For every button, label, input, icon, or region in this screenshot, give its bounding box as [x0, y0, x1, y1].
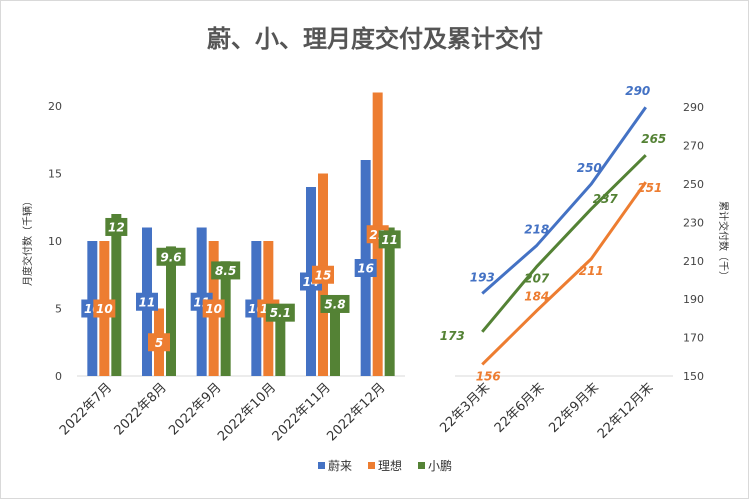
- line-data-label: 184: [524, 290, 549, 304]
- bar-y-tick-label: 5: [55, 303, 62, 316]
- bar-data-label-box: [202, 299, 225, 318]
- line-data-label: 211: [579, 264, 604, 278]
- bar-data-label: 10: [96, 302, 113, 316]
- bar: [166, 246, 176, 376]
- bar-y-tick-label: 15: [48, 168, 62, 181]
- line-data-label: 237: [593, 192, 619, 206]
- line-series: [481, 106, 647, 295]
- line-data-label: 265: [641, 132, 666, 146]
- bar-data-label-box: [320, 294, 350, 313]
- bar-data-label: 5.8: [324, 297, 345, 311]
- legend-label: 蔚来: [328, 459, 352, 473]
- line-y-axis: 150 170 190 210 230 250 270 290: [455, 101, 704, 383]
- line-y-tick-label: 270: [683, 140, 704, 153]
- bar-data-label-box: [312, 265, 334, 284]
- bar-data-label-box: [105, 217, 128, 236]
- line-y-tick-label: 210: [683, 255, 704, 268]
- line-data-label: 218: [524, 222, 549, 236]
- bar-data-label-box: [156, 247, 186, 266]
- line-y-axis-title: 累计交付数（千）: [717, 201, 730, 281]
- bar: [275, 307, 286, 376]
- bar-data-label: 15: [315, 268, 332, 282]
- bar-data-label: 16: [357, 262, 374, 276]
- bar: [111, 214, 122, 376]
- bar-data-label-box: [265, 303, 295, 322]
- line-y-tick-label: 230: [683, 216, 704, 229]
- bar-data-label-box: [136, 292, 158, 311]
- bar-y-tick-label: 20: [48, 100, 62, 113]
- line-y-tick-label: 170: [683, 332, 704, 345]
- bar-data-label-box: [148, 333, 170, 352]
- line-marks: 193 218 250 290 156 184 211 251 173 207 237 265: [440, 84, 667, 383]
- bar-data-label: 10: [205, 302, 222, 316]
- bar-data-label: 12: [108, 220, 125, 234]
- bar-data-label-box: [211, 261, 241, 280]
- line-data-label: 173: [440, 329, 465, 343]
- bar-y-axis: 0 5 10 15 20: [48, 100, 405, 383]
- bar-data-label: 11: [381, 233, 398, 247]
- line-series: [481, 154, 647, 333]
- legend-swatch: [368, 462, 375, 469]
- bar-y-tick-label: 0: [55, 370, 62, 383]
- line-data-label: 290: [625, 84, 650, 98]
- chart-title: 蔚、小、理月度交付及累计交付: [207, 25, 543, 53]
- bar-data-label: 9.6: [160, 250, 181, 264]
- legend-label: 理想: [378, 458, 402, 473]
- line-y-tick-label: 150: [683, 370, 704, 383]
- bar-data-label: 8.5: [215, 264, 236, 278]
- legend-swatch: [318, 462, 325, 469]
- line-data-label: 193: [470, 270, 495, 284]
- bar-data-label: 5: [155, 336, 163, 350]
- bar: [384, 227, 395, 376]
- bar-data-label-box: [93, 299, 116, 318]
- line-y-tick-label: 290: [683, 101, 704, 114]
- line-data-label: 156: [476, 369, 501, 383]
- legend: 蔚来 理想 小鹏: [318, 458, 452, 473]
- bar-data-label: 5.1: [270, 306, 291, 320]
- line-data-label: 250: [577, 161, 602, 175]
- bar-data-label: 11: [139, 295, 156, 309]
- line-data-label: 207: [524, 272, 550, 286]
- line-y-tick-label: 190: [683, 293, 704, 306]
- bar-y-axis-title: 月度交付数（千辆）: [21, 196, 34, 286]
- bar: [330, 297, 340, 376]
- bar-data-label-box: [354, 259, 377, 277]
- legend-label: 小鹏: [428, 459, 452, 473]
- bar: [220, 261, 231, 376]
- bar-y-tick-label: 10: [48, 235, 62, 248]
- line-data-label: 251: [637, 181, 662, 195]
- line-y-tick-label: 250: [683, 178, 704, 191]
- bar-data-label-box: [378, 230, 401, 249]
- line-series: [481, 181, 647, 366]
- legend-swatch: [418, 462, 425, 469]
